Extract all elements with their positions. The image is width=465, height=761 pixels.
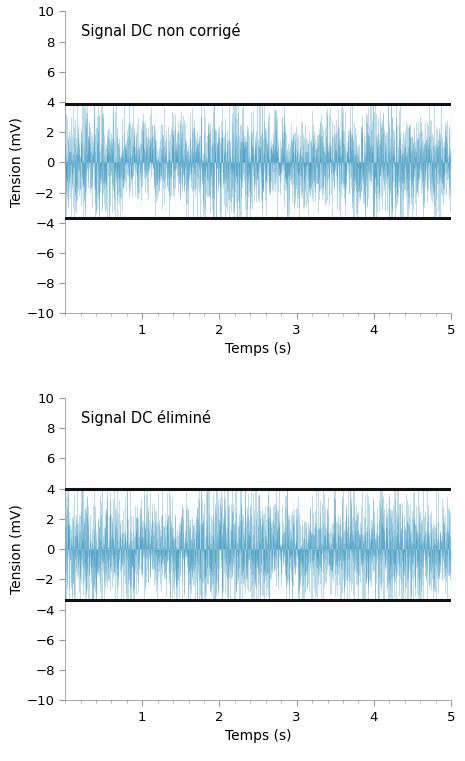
X-axis label: Temps (s): Temps (s) — [225, 729, 292, 743]
Y-axis label: Tension (mV): Tension (mV) — [10, 117, 24, 208]
Text: Signal DC éliminé: Signal DC éliminé — [80, 410, 211, 426]
Y-axis label: Tension (mV): Tension (mV) — [10, 504, 24, 594]
X-axis label: Temps (s): Temps (s) — [225, 342, 292, 356]
Text: Signal DC non corrigé: Signal DC non corrigé — [80, 24, 240, 40]
